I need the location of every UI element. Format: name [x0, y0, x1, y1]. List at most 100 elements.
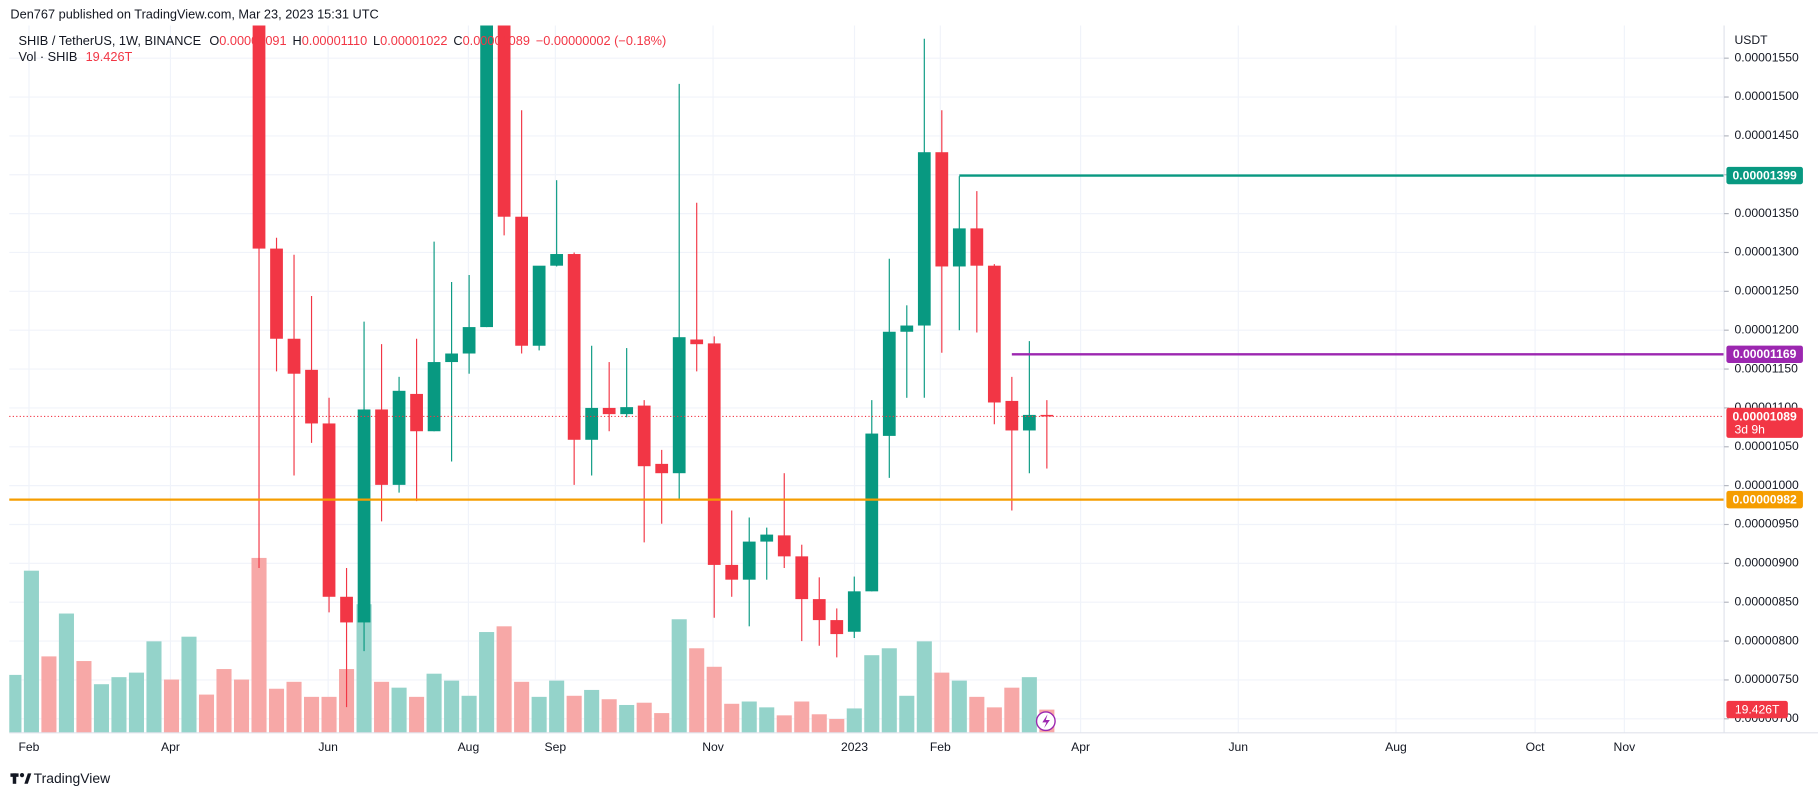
author-line: Den767 published on TradingView.com, Mar…	[10, 6, 378, 21]
volume-pane	[9, 557, 1055, 733]
volume-bar	[391, 687, 407, 733]
candle-body	[427, 362, 441, 432]
volume-bar	[198, 694, 215, 733]
ohlc-value: 0.00001091	[219, 33, 286, 48]
volume-bar	[41, 656, 57, 733]
candle-body	[270, 248, 283, 339]
candle-body	[357, 409, 371, 623]
candle-body	[655, 463, 669, 474]
volume-bar	[58, 613, 74, 733]
change: −0.00000002 (−0.18%)	[536, 33, 666, 48]
candle-body	[900, 325, 914, 332]
volume-bar	[426, 673, 442, 733]
volume-bar	[566, 695, 582, 733]
volume-bar	[409, 696, 425, 733]
volume-bar	[899, 695, 915, 733]
levels	[9, 174, 1725, 501]
level-price-label: 0.00000982	[1733, 492, 1797, 506]
volume-bar	[444, 680, 460, 733]
x-tick-label: Nov	[702, 740, 725, 754]
volume-bar	[268, 688, 285, 733]
y-tick-label: 0.00001350	[1735, 206, 1799, 220]
candle-pane	[252, 25, 1054, 708]
candle-body	[795, 556, 809, 600]
volume-bar	[811, 714, 827, 733]
volume-bar	[374, 681, 390, 733]
logo-part	[19, 773, 25, 778]
volume-bar	[356, 604, 372, 733]
candle-body	[620, 407, 634, 415]
volume-bar	[846, 708, 862, 733]
volume-bar	[864, 655, 880, 733]
volume-bar	[829, 718, 845, 733]
volume-bar	[128, 672, 145, 733]
candle-body	[322, 423, 336, 597]
candle-body	[917, 152, 931, 326]
volume-bar	[619, 704, 635, 733]
candle-body	[690, 339, 704, 345]
x-tick-label: Oct	[1526, 740, 1546, 754]
y-tick-label: 0.00001450	[1735, 128, 1799, 142]
candle-body	[742, 541, 756, 580]
ohlc-key: L	[373, 33, 380, 48]
y-tick-label: 0.00001200	[1735, 322, 1799, 336]
candle-body	[987, 265, 1001, 403]
candle-body	[672, 337, 686, 474]
candle-body	[760, 534, 774, 542]
x-tick-label: Apr	[1071, 740, 1090, 754]
volume-bar	[951, 680, 967, 733]
volume-bar	[9, 674, 22, 733]
volume-bar	[741, 701, 757, 733]
volume-bar	[1004, 687, 1020, 733]
candle-body	[515, 216, 529, 346]
candle-body	[865, 433, 879, 592]
candle-body	[532, 265, 546, 346]
x-tick-label: Feb	[930, 740, 951, 754]
candle-body	[952, 228, 966, 267]
volume-bar	[759, 707, 775, 733]
volume-bar	[1021, 677, 1037, 733]
volume-bar	[601, 699, 617, 733]
logo-part	[24, 773, 32, 784]
volume-value: 19.426T	[86, 49, 133, 64]
volume-bar	[514, 681, 530, 733]
candle-body	[410, 393, 423, 432]
volume-bar	[146, 641, 162, 733]
volume-bar	[461, 695, 477, 733]
volume-value-label: 19.426T	[1735, 702, 1780, 716]
volume-bar	[304, 696, 320, 733]
volume-bar	[93, 684, 109, 733]
candle-body	[830, 620, 844, 635]
volume-bar	[531, 696, 547, 733]
volume-bar	[584, 689, 600, 733]
currency-label: USDT	[1735, 33, 1769, 47]
candle-body	[550, 254, 564, 266]
candle-body	[637, 405, 651, 467]
ohlc-key: C	[453, 33, 462, 48]
ohlc-key: O	[209, 33, 219, 48]
candle-body	[1022, 414, 1036, 431]
y-tick-label: 0.00000900	[1735, 556, 1799, 570]
volume-bar	[881, 648, 897, 733]
alert-icon-bolt	[1042, 714, 1050, 729]
candle-body	[497, 25, 511, 217]
y-tick-label: 0.00001150	[1735, 361, 1799, 375]
x-tick-label: Jun	[1228, 740, 1248, 754]
y-tick-label: 0.00001050	[1735, 439, 1799, 453]
candle-body	[252, 25, 266, 249]
volume-bar	[934, 672, 950, 733]
candle-body	[445, 353, 458, 363]
volume-name: Vol · SHIB	[19, 49, 78, 64]
volume-value-box	[1726, 700, 1788, 719]
x-tick-label: Feb	[19, 740, 40, 754]
y-tick-label: 0.00000800	[1735, 633, 1799, 647]
candle-body	[392, 390, 406, 485]
candle-body	[707, 343, 721, 565]
y-tick-label: 0.00000950	[1735, 517, 1799, 531]
volume-bar	[111, 677, 127, 733]
volume-bar	[76, 661, 92, 733]
level-price-label: 0.00001169	[1733, 347, 1797, 361]
